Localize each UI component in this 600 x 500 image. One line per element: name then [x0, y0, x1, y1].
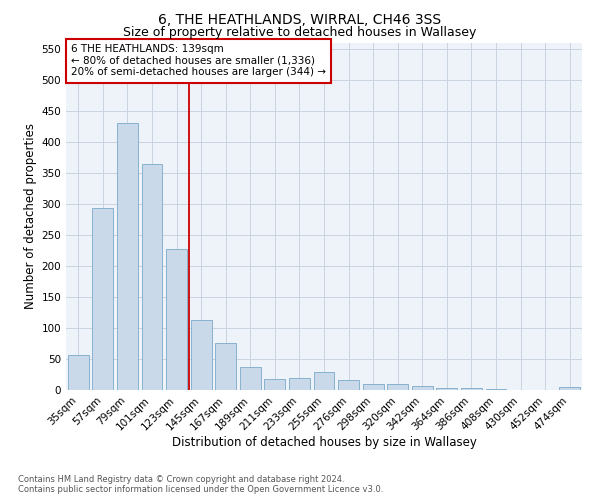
Bar [314, 372, 334, 390]
X-axis label: Distribution of detached houses by size in Wallasey: Distribution of detached houses by size … [172, 436, 476, 449]
Bar [68, 354, 89, 390]
Bar [240, 367, 261, 390]
Bar [338, 380, 359, 390]
Text: 6, THE HEATHLANDS, WIRRAL, CH46 3SS: 6, THE HEATHLANDS, WIRRAL, CH46 3SS [158, 12, 442, 26]
Bar [436, 388, 457, 390]
Bar [289, 378, 310, 390]
Bar [215, 343, 236, 390]
Bar [117, 123, 138, 390]
Text: 6 THE HEATHLANDS: 139sqm
← 80% of detached houses are smaller (1,336)
20% of sem: 6 THE HEATHLANDS: 139sqm ← 80% of detach… [71, 44, 326, 78]
Bar [265, 380, 286, 390]
Text: Size of property relative to detached houses in Wallasey: Size of property relative to detached ho… [124, 26, 476, 39]
Bar [387, 384, 408, 390]
Bar [461, 388, 482, 390]
Bar [362, 384, 383, 390]
Bar [142, 164, 163, 390]
Bar [559, 387, 580, 390]
Bar [92, 208, 113, 390]
Text: Contains HM Land Registry data © Crown copyright and database right 2024.
Contai: Contains HM Land Registry data © Crown c… [18, 474, 383, 494]
Y-axis label: Number of detached properties: Number of detached properties [24, 123, 37, 309]
Bar [166, 248, 187, 390]
Bar [412, 386, 433, 390]
Bar [191, 320, 212, 390]
